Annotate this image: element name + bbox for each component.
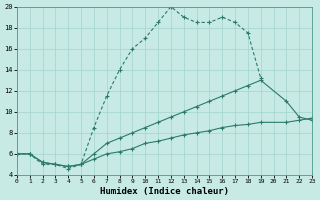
X-axis label: Humidex (Indice chaleur): Humidex (Indice chaleur) — [100, 187, 229, 196]
